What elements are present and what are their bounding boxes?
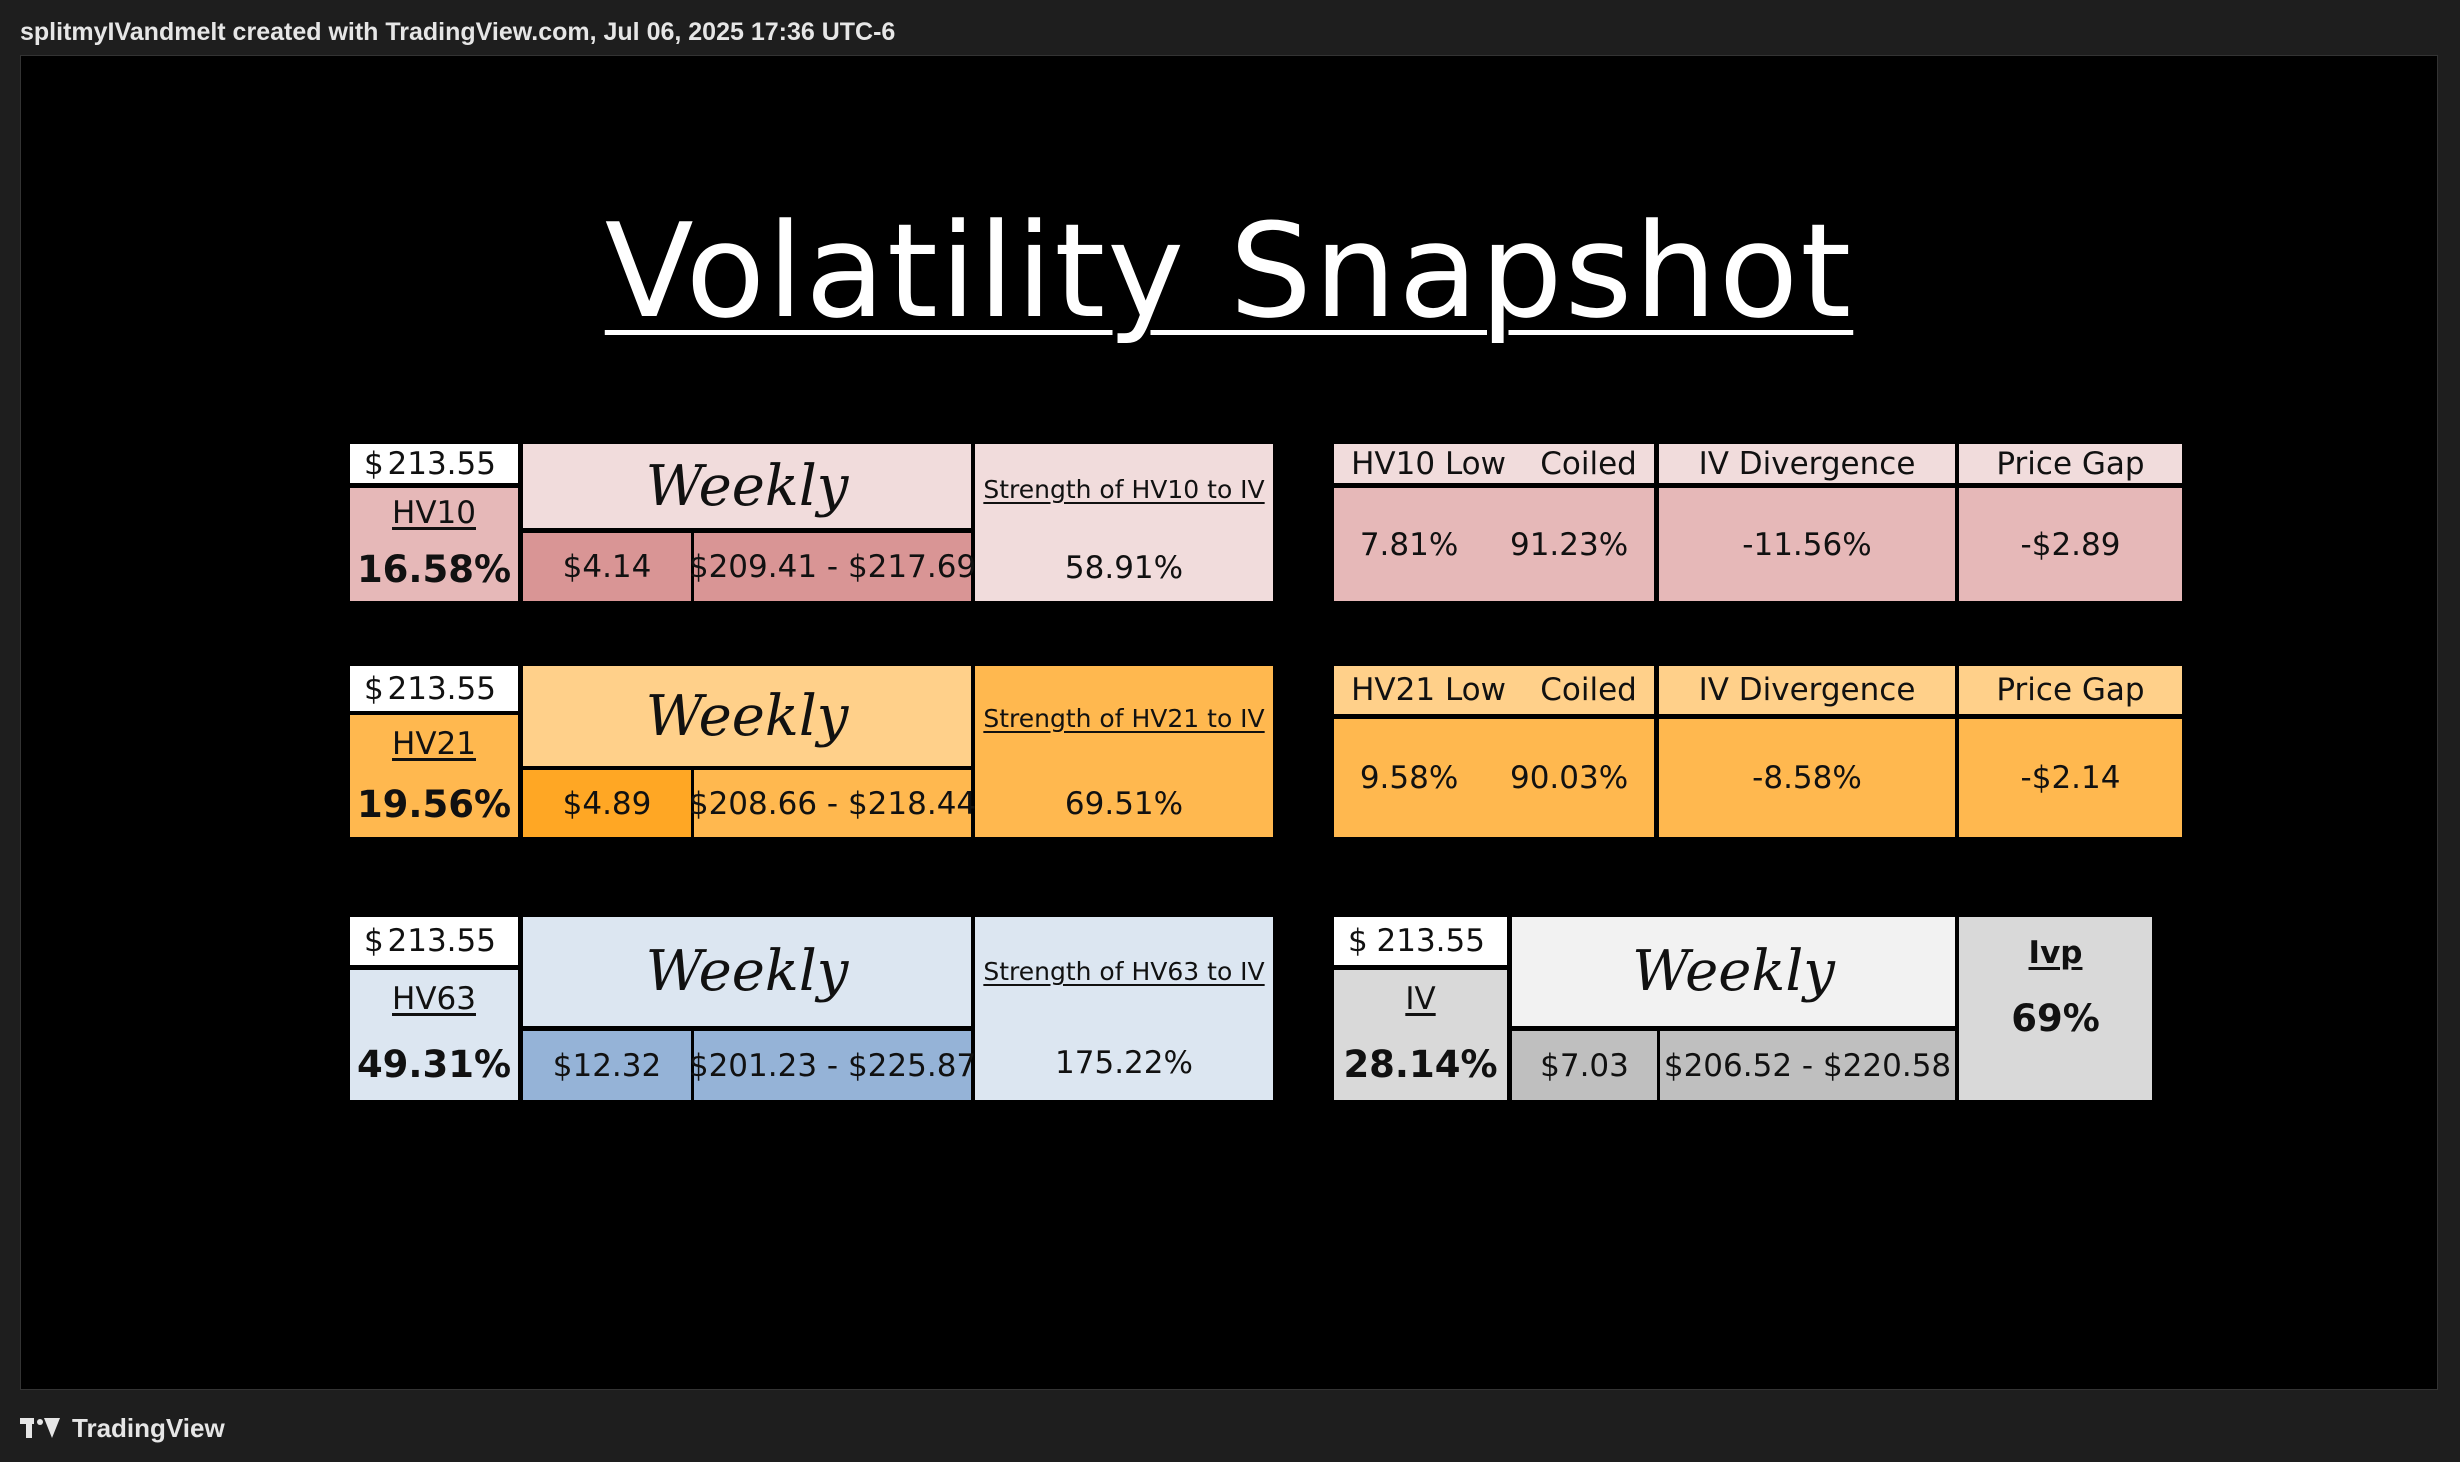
- iv-weekly-move: $7.03: [1512, 1031, 1657, 1100]
- iv-currency: $: [1348, 923, 1368, 959]
- hv10-divergence-label: IV Divergence: [1659, 444, 1955, 483]
- hv10-low-coiled-values: 7.81% 91.23%: [1334, 488, 1654, 601]
- hv10-divergence-value: -11.56%: [1659, 488, 1955, 601]
- iv-weekly-range: $206.52 - $220.58: [1660, 1031, 1955, 1100]
- hv10-low-coiled-header: HV10 Low Coiled: [1334, 444, 1654, 483]
- hv10-weekly-header: Weekly: [523, 444, 971, 528]
- hv10-weekly-move: $4.14: [523, 533, 691, 601]
- iv-price-box: $ 213.55: [1334, 917, 1507, 965]
- hv10-strength-label: Strength of HV10 to IV: [975, 444, 1273, 534]
- hv63-weekly-range: $201.23 - $225.87: [689, 1031, 976, 1100]
- hv63-label: HV63: [350, 970, 518, 1028]
- hv10-value: 16.58%: [350, 538, 518, 601]
- hv10-gap-value: -$2.89: [1959, 488, 2182, 601]
- hv21-coiled-label: Coiled: [1540, 672, 1637, 708]
- hv10-gap-label: Price Gap: [1959, 444, 2182, 483]
- hv63-price-box: $ 213.55: [350, 917, 518, 965]
- hv21-low-coiled-values: 9.58% 90.03%: [1334, 719, 1654, 837]
- chart-caption: splitmyIVandmelt created with TradingVie…: [20, 18, 896, 46]
- hv21-divergence-label: IV Divergence: [1659, 666, 1955, 714]
- hv21-currency: $: [364, 670, 384, 707]
- hv21-gap-value: -$2.14: [1959, 719, 2182, 837]
- hv21-price-box: $ 213.55: [350, 666, 518, 711]
- tradingview-brand: TradingView: [72, 1412, 225, 1443]
- hv10-currency: $: [364, 445, 384, 482]
- ivp-label: Ivp: [1959, 917, 2152, 989]
- hv63-currency: $: [364, 923, 384, 959]
- hv63-price: 213.55: [387, 923, 496, 959]
- hv21-low-coiled-header: HV21 Low Coiled: [1334, 666, 1654, 714]
- snapshot-canvas: Volatility Snapshot $ 213.55 HV10 16.58%…: [20, 55, 2438, 1390]
- hv10-coiled-label: Coiled: [1540, 445, 1637, 482]
- hv63-weekly-move: $12.32: [523, 1031, 691, 1100]
- hv21-weekly-header: Weekly: [523, 666, 971, 766]
- hv10-low-label: HV10 Low: [1351, 445, 1506, 482]
- iv-price: 213.55: [1376, 923, 1485, 959]
- hv21-weekly-move: $4.89: [523, 770, 691, 837]
- hv21-strength-label: Strength of HV21 to IV: [975, 666, 1273, 770]
- tradingview-footer[interactable]: TradingView: [20, 1410, 225, 1446]
- hv10-strength-value: 58.91%: [975, 534, 1273, 601]
- hv21-weekly-range: $208.66 - $218.44: [689, 770, 976, 837]
- hv21-low-value: 9.58%: [1359, 760, 1459, 796]
- iv-value: 28.14%: [1334, 1028, 1507, 1100]
- hv10-coiled-value: 91.23%: [1509, 526, 1629, 563]
- hv10-label: HV10: [350, 488, 518, 538]
- ivp-value: 69%: [1959, 989, 2152, 1100]
- hv21-divergence-value: -8.58%: [1659, 719, 1955, 837]
- hv21-price: 213.55: [387, 670, 496, 707]
- hv63-strength-label: Strength of HV63 to IV: [975, 917, 1273, 1026]
- hv21-label: HV21: [350, 715, 518, 772]
- hv63-strength-value: 175.22%: [975, 1026, 1273, 1100]
- hv21-value: 19.56%: [350, 772, 518, 837]
- hv21-coiled-value: 90.03%: [1509, 760, 1629, 796]
- hv63-weekly-header: Weekly: [523, 917, 971, 1026]
- iv-label: IV: [1334, 970, 1507, 1028]
- hv10-low-value: 7.81%: [1359, 526, 1459, 563]
- hv63-value: 49.31%: [350, 1028, 518, 1100]
- hv10-weekly-range: $209.41 - $217.69: [689, 533, 976, 601]
- page-title: Volatility Snapshot: [604, 195, 1854, 347]
- hv21-low-label: HV21 Low: [1351, 672, 1506, 708]
- hv21-gap-label: Price Gap: [1959, 666, 2182, 714]
- tradingview-logo-icon: [20, 1416, 60, 1440]
- hv21-strength-value: 69.51%: [975, 770, 1273, 837]
- iv-weekly-header: Weekly: [1512, 917, 1955, 1026]
- hv10-price-box: $ 213.55: [350, 444, 518, 483]
- hv10-price: 213.55: [387, 445, 496, 482]
